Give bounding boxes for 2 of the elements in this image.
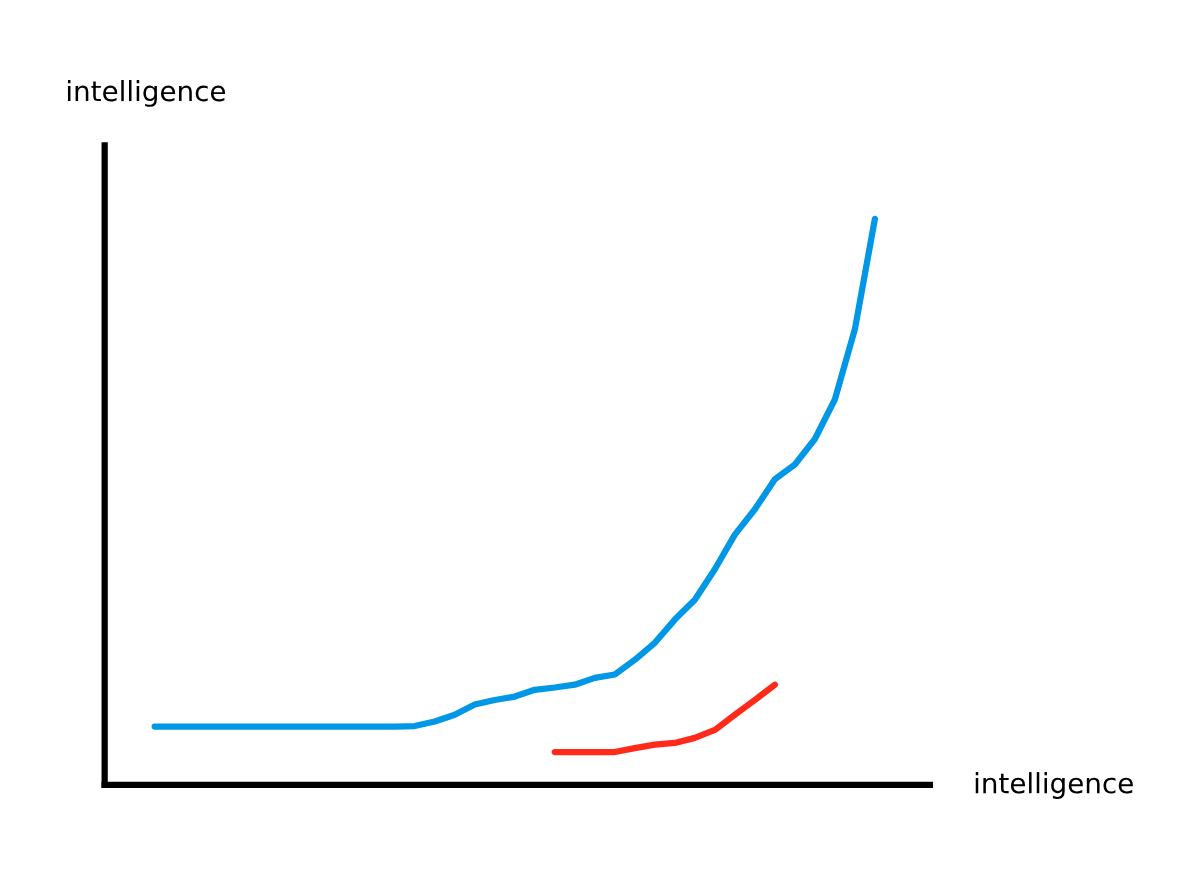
y-axis-title: intelligence [67, 79, 226, 107]
x-axis-title: intelligence [975, 772, 1133, 799]
